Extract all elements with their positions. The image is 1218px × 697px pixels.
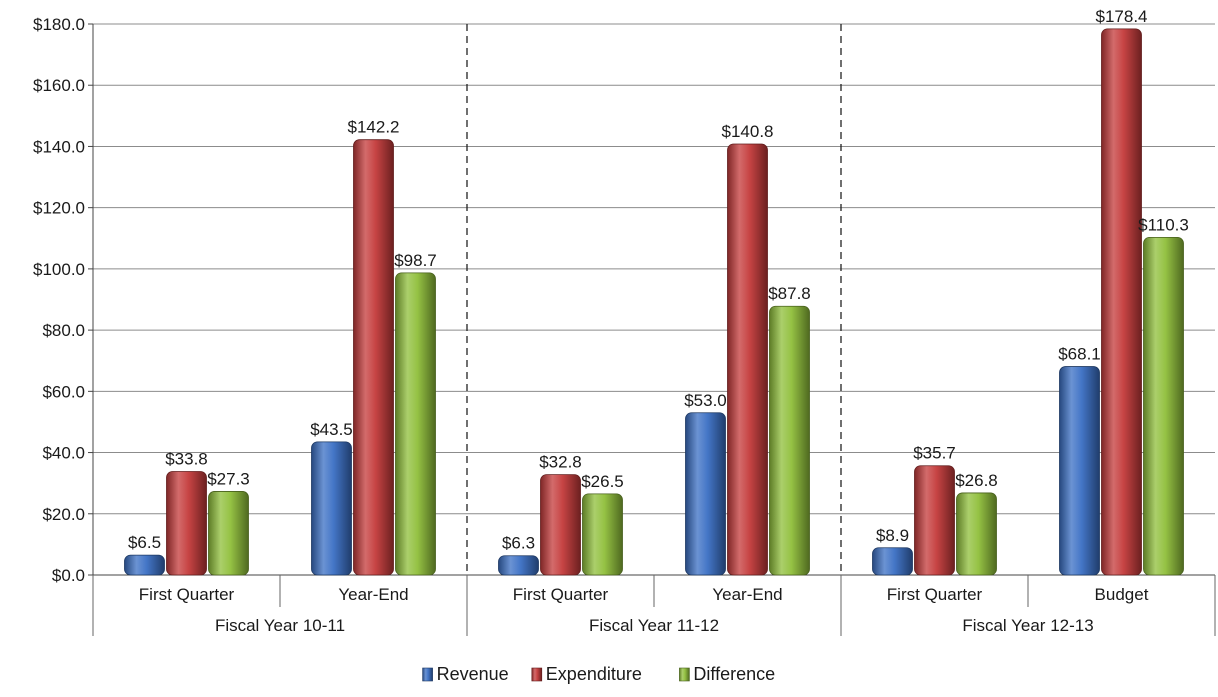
data-label-expenditure: $33.8 (165, 450, 208, 469)
legend-swatch-expenditure (531, 667, 543, 682)
data-label-expenditure: $140.8 (722, 122, 774, 141)
bar-expenditure (727, 143, 768, 576)
legend-label-revenue: Revenue (437, 664, 509, 684)
bar-difference (1143, 236, 1184, 576)
gridlines (93, 23, 1215, 576)
data-label-expenditure: $178.4 (1096, 7, 1148, 26)
x-category-label: Budget (1095, 585, 1149, 604)
bar-difference (208, 491, 249, 576)
legend: Revenue Expenditure Difference (422, 664, 775, 684)
legend-label-expenditure: Expenditure (546, 664, 642, 684)
bar-revenue (311, 441, 352, 576)
x-group-label: Fiscal Year 10-11 (215, 616, 345, 635)
x-category-label: Year-End (338, 585, 408, 604)
y-tick-label: $180.0 (33, 15, 85, 34)
y-axis: $0.0 $20.0 $40.0 $60.0 $80.0 $100.0 $120.0 $140… (33, 15, 94, 585)
data-label-expenditure: $142.2 (348, 118, 400, 137)
bar-difference (395, 272, 436, 576)
x-category-label: First Quarter (887, 585, 983, 604)
data-labels: $6.5$33.8$27.3$43.5$142.2$98.7$6.3$32.8$… (128, 7, 1189, 553)
bar-expenditure (914, 465, 955, 576)
bar-difference (582, 493, 623, 576)
bar-expenditure (540, 474, 581, 576)
data-label-revenue: $8.9 (876, 526, 909, 545)
bar-revenue (872, 547, 913, 576)
legend-swatch-difference (679, 667, 690, 682)
bar-revenue (685, 412, 726, 576)
y-tick-label: $160.0 (33, 76, 85, 95)
x-category-label: First Quarter (513, 585, 609, 604)
y-tick-label: $20.0 (42, 505, 85, 524)
data-label-difference: $26.5 (581, 472, 624, 491)
x-category-label: Year-End (712, 585, 782, 604)
bar-difference (956, 492, 997, 576)
bar-revenue (124, 554, 165, 576)
data-label-difference: $110.3 (1138, 215, 1189, 234)
legend-swatch-revenue (422, 667, 433, 682)
data-label-expenditure: $35.7 (913, 444, 956, 463)
data-label-difference: $87.8 (768, 284, 811, 303)
y-tick-label: $60.0 (42, 382, 85, 401)
bars (124, 28, 1184, 576)
x-category-label: First Quarter (139, 585, 235, 604)
bar-revenue (1059, 366, 1100, 576)
data-label-difference: $27.3 (207, 469, 250, 488)
bar-difference (769, 305, 810, 576)
y-tick-label: $100.0 (33, 260, 85, 279)
legend-label-difference: Difference (693, 664, 775, 684)
x-group-label: Fiscal Year 12-13 (962, 616, 1093, 635)
data-label-revenue: $43.5 (310, 420, 353, 439)
bar-revenue (498, 555, 539, 576)
data-label-revenue: $53.0 (684, 391, 727, 410)
x-group-label: Fiscal Year 11-12 (589, 616, 719, 635)
y-tick-label: $40.0 (42, 444, 85, 463)
data-label-difference: $26.8 (955, 471, 998, 490)
data-label-revenue: $68.1 (1058, 345, 1101, 364)
bar-expenditure (1101, 28, 1142, 576)
data-label-difference: $98.7 (394, 251, 437, 270)
y-tick-label: $120.0 (33, 199, 85, 218)
y-tick-label: $140.0 (33, 137, 85, 156)
data-label-revenue: $6.3 (502, 534, 535, 553)
y-tick-label: $80.0 (42, 321, 85, 340)
data-label-revenue: $6.5 (128, 533, 161, 552)
bar-expenditure (353, 139, 394, 576)
y-tick-label: $0.0 (52, 566, 85, 585)
x-axis: First Quarter Year-End First Quarter Year-E… (92, 574, 1216, 636)
data-label-expenditure: $32.8 (539, 453, 582, 472)
bar-expenditure (166, 471, 207, 576)
